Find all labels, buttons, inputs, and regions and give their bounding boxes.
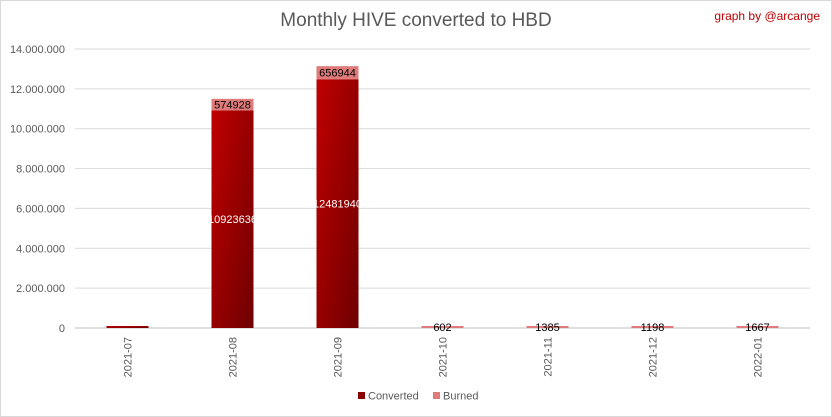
data-label-burned: 1385: [535, 322, 559, 334]
data-labels: 10923636 574928 12481940 656944 602 1385 1198 1…: [208, 68, 770, 334]
legend-swatch-burned: [433, 392, 440, 399]
bar-burned: [736, 326, 779, 328]
bar-burned: [211, 98, 254, 111]
data-label-converted: 10923636: [208, 214, 257, 226]
y-tick-label: 10.000.000: [10, 124, 65, 136]
y-tick-label: 8.000.000: [16, 164, 65, 176]
data-label-burned: 1667: [745, 322, 769, 334]
bar-burned: [421, 326, 464, 328]
x-tick-label: 2021-11: [543, 337, 555, 377]
x-tick-label: 2021-10: [438, 337, 450, 377]
data-label-converted: 12481940: [313, 199, 362, 211]
data-label-burned: 656944: [319, 68, 356, 80]
x-axis: 2021-07 2021-08 2021-09 2021-10 2021-11 2021-…: [123, 337, 765, 377]
legend-swatch-converted: [358, 392, 365, 399]
x-tick-label: 2021-12: [648, 337, 660, 377]
x-tick-label: 2021-07: [123, 337, 135, 377]
y-tick-label: 2.000.000: [16, 283, 65, 295]
x-tick-label: 2021-08: [228, 337, 240, 377]
legend-label-converted: Converted: [368, 391, 419, 403]
legend: Converted Burned: [358, 391, 478, 403]
bar-burned: [316, 66, 359, 80]
y-tick-label: 12.000.000: [10, 84, 65, 96]
bar-converted: [316, 79, 359, 328]
legend-label-burned: Burned: [443, 391, 478, 403]
bar-burned: [526, 326, 569, 328]
bars: [106, 66, 779, 328]
x-tick-label: 2021-09: [333, 337, 345, 377]
y-tick-label: 0: [59, 323, 65, 335]
chart-credit: graph by @arcange: [714, 9, 820, 23]
chart-title: Monthly HIVE converted to HBD: [280, 10, 552, 31]
bar-converted: [211, 110, 254, 328]
data-label-burned: 1198: [641, 322, 665, 334]
y-tick-label: 14.000.000: [10, 44, 65, 56]
y-tick-label: 6.000.000: [16, 203, 65, 215]
data-label-burned: 574928: [214, 100, 251, 112]
y-axis: 0 2.000.000 4.000.000 6.000.000 8.000.000 10.…: [10, 44, 65, 335]
bar-converted: [106, 326, 149, 328]
x-tick-label: 2022-01: [753, 337, 765, 377]
bar-burned: [631, 326, 674, 328]
y-tick-label: 4.000.000: [16, 243, 65, 255]
gridlines: [75, 48, 810, 329]
data-label-burned: 602: [433, 322, 451, 334]
